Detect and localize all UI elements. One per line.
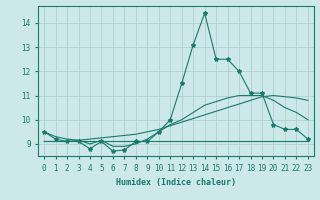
- X-axis label: Humidex (Indice chaleur): Humidex (Indice chaleur): [116, 178, 236, 187]
